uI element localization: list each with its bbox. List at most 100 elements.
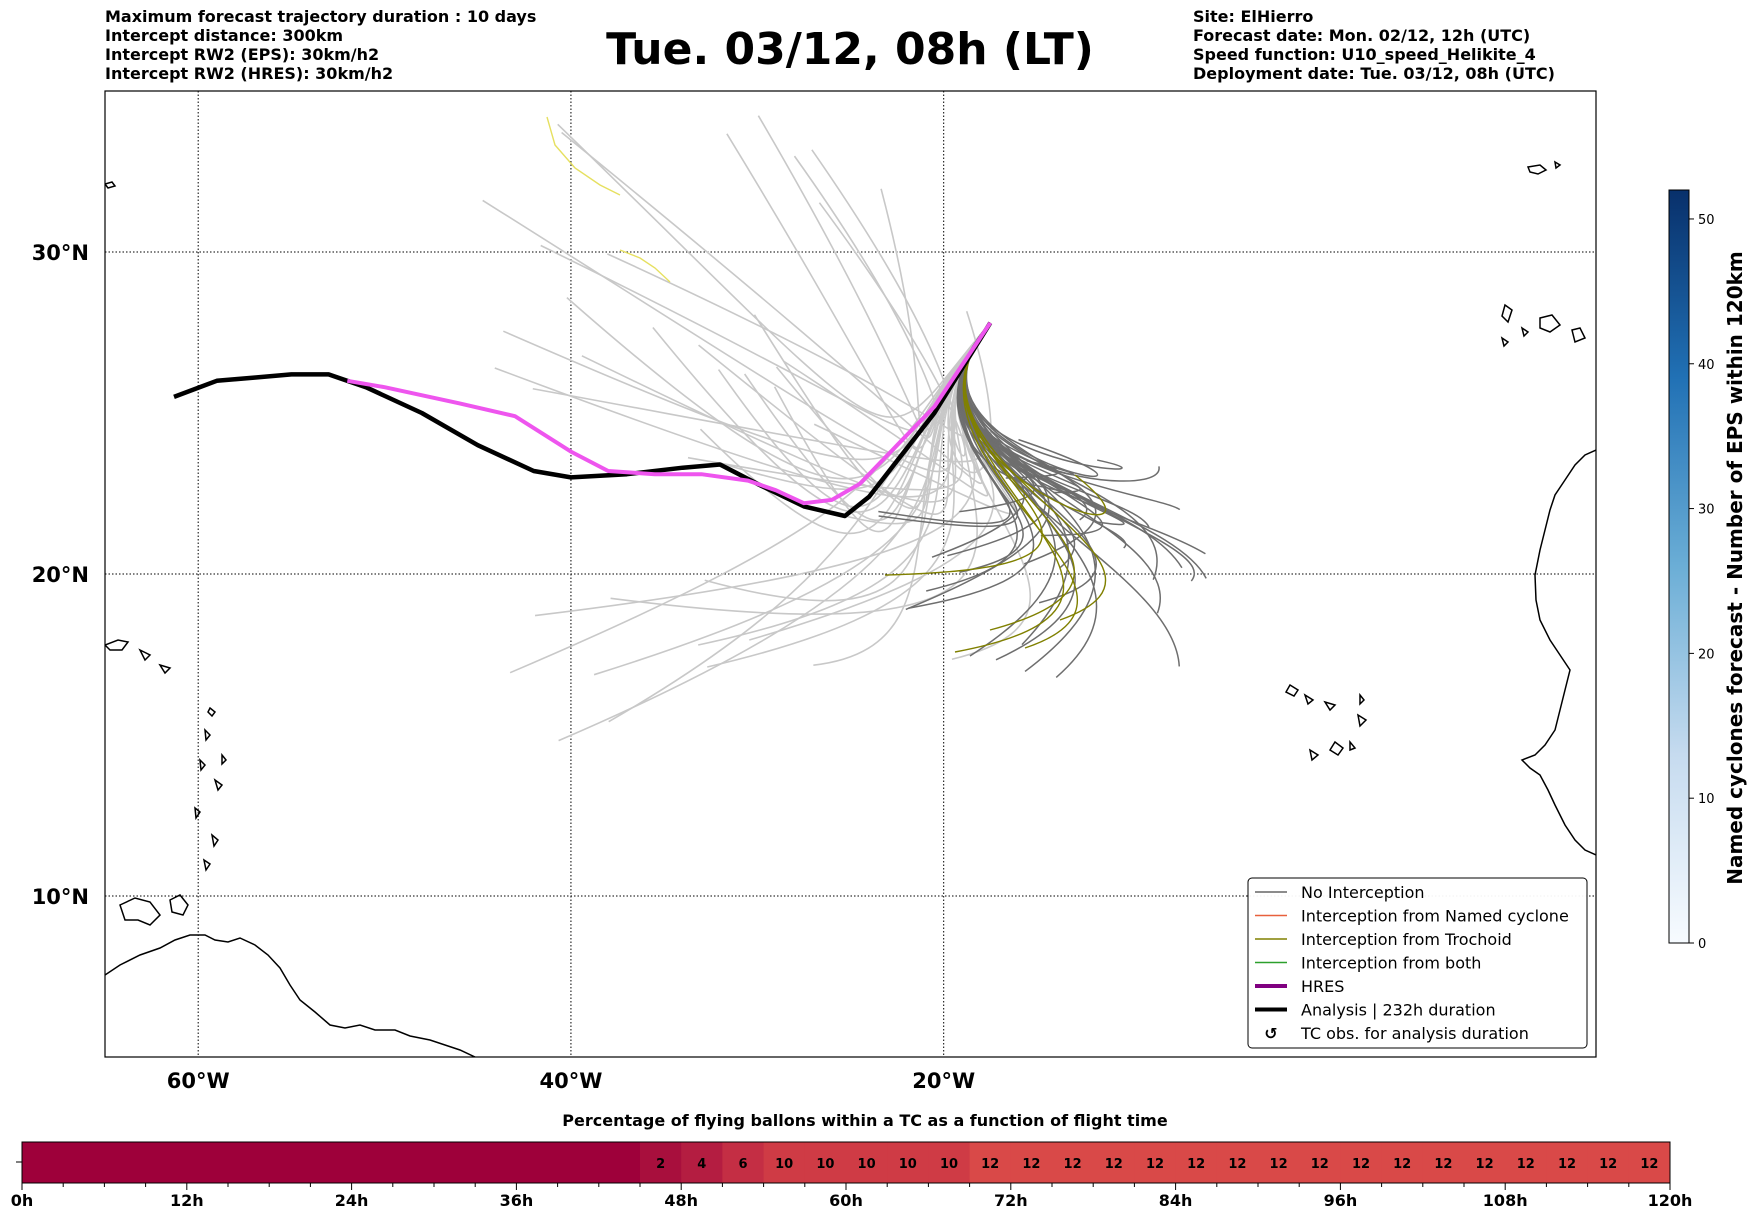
legend-label: Interception from Trochoid — [1301, 930, 1512, 949]
percent-cell — [1546, 1142, 1589, 1183]
percent-cell — [1175, 1142, 1218, 1183]
eps-trajectory-dark — [947, 322, 1046, 557]
percent-bar-ticks: 0h 12h 24h 36h 48h 60h 72h 84h 96h 108h 120h — [11, 1183, 1692, 1210]
percent-cell — [640, 1142, 682, 1183]
analysis-trajectory — [173, 321, 993, 519]
colorbar-label: Named cyclones forecast - Number of EPS … — [1723, 251, 1747, 885]
percent-bar: Percentage of flying ballons within a TC… — [11, 1111, 1693, 1210]
percent-cell — [228, 1142, 270, 1183]
percent-bar-tick-label: 108h — [1483, 1191, 1528, 1210]
page-title: Tue. 03/12, 08h (LT) — [606, 24, 1094, 75]
percent-cell-label: 12 — [1311, 1157, 1329, 1172]
percent-cell — [1216, 1142, 1259, 1183]
header-left-line-2: Intercept distance: 300km — [105, 26, 343, 45]
percent-cell-label: 12 — [1352, 1157, 1370, 1172]
percent-bar-tick-label: 72h — [994, 1191, 1028, 1210]
coastline-caribbean-2 — [119, 897, 161, 926]
percent-cell-label: 12 — [981, 1157, 999, 1172]
lon-tick-label: 40°W — [539, 1069, 602, 1093]
percent-cell-label: 12 — [1393, 1157, 1411, 1172]
percent-bar-tick-label: 60h — [829, 1191, 863, 1210]
map-panel: 60°W 40°W 20°W 30°N 20°N 10°N — [32, 90, 1597, 1093]
legend: No Interception Interception from Named c… — [1247, 877, 1588, 1049]
percent-cell-label: 12 — [1270, 1157, 1288, 1172]
colorbar-ticks: 0 10 20 30 40 50 — [1689, 213, 1715, 952]
legend-label: Interception from both — [1301, 954, 1481, 973]
legend-label: Analysis | 232h duration — [1301, 1001, 1496, 1020]
percent-cell-label: 10 — [899, 1157, 917, 1172]
percent-cell — [763, 1142, 806, 1183]
percent-bar-tick-label: 0h — [11, 1191, 34, 1210]
coastline-islands-lesser-antilles — [194, 706, 228, 872]
percent-cell-label: 10 — [816, 1157, 834, 1172]
percent-cell-label: 2 — [656, 1157, 665, 1172]
legend-label: TC obs. for analysis duration — [1300, 1024, 1529, 1043]
percent-cell — [681, 1142, 723, 1183]
eps-trajectory-dark — [878, 322, 1011, 525]
percent-cell — [104, 1142, 147, 1183]
percent-cell — [1587, 1142, 1630, 1183]
percent-cell — [434, 1142, 476, 1183]
percent-cell-label: 12 — [1022, 1157, 1040, 1172]
percent-cell — [598, 1142, 641, 1183]
percent-cell-label: 12 — [1434, 1157, 1452, 1172]
legend-box — [1247, 877, 1588, 1049]
lon-tick-label: 20°W — [912, 1069, 975, 1093]
header-left-line-3: Intercept RW2 (EPS): 30km/h2 — [105, 45, 379, 64]
percent-bar-tick-label: 12h — [170, 1191, 204, 1210]
eps-trajectory-light — [566, 297, 991, 480]
percent-cell-label: 4 — [697, 1157, 706, 1172]
eps-trajectory-light — [698, 322, 991, 515]
percent-cell-label: 12 — [1105, 1157, 1123, 1172]
percent-cell — [310, 1142, 353, 1183]
percent-cell — [145, 1142, 188, 1183]
main-series — [173, 321, 993, 519]
percent-cell-label: 12 — [1558, 1157, 1576, 1172]
percent-cell — [22, 1142, 64, 1183]
colorbar-tick-label: 0 — [1698, 937, 1706, 952]
legend-label: HRES — [1301, 977, 1344, 996]
percent-cell-label: 12 — [1146, 1157, 1164, 1172]
header-left-line-4: Intercept RW2 (HRES): 30km/h2 — [105, 64, 393, 83]
percent-cell — [392, 1142, 435, 1183]
percent-cell — [1381, 1142, 1424, 1183]
percent-cell — [1299, 1142, 1341, 1183]
coastline-cape-verde — [1284, 683, 1368, 762]
percent-cell — [1010, 1142, 1053, 1183]
header-right-line-2: Forecast date: Mon. 02/12, 12h (UTC) — [1193, 26, 1530, 45]
percent-cell — [351, 1142, 394, 1183]
percent-cell — [1464, 1142, 1506, 1183]
map-frame — [104, 90, 1597, 1058]
tc-obs-symbol-icon: ↺ — [1264, 1024, 1277, 1043]
percent-cell-label: 10 — [940, 1157, 958, 1172]
percent-cell — [1134, 1142, 1177, 1183]
percent-bar-cells: 2 4 6 10 10 10 10 10 12 12 12 12 12 12 12 12 12 12 12 12 12 1… — [22, 1142, 1671, 1183]
percent-cell — [1422, 1142, 1465, 1183]
percent-bar-tick-label: 48h — [664, 1191, 698, 1210]
percent-cell — [846, 1142, 888, 1183]
hres-trajectory — [346, 321, 992, 506]
percent-cell — [1258, 1142, 1300, 1183]
percent-cell — [1340, 1142, 1383, 1183]
legend-label: Interception from Named cyclone — [1301, 907, 1569, 926]
percent-cell-label: 12 — [1640, 1157, 1658, 1172]
eps-trajectory-light — [557, 123, 991, 418]
coastline-south-america — [105, 934, 476, 1057]
percent-cell — [1628, 1142, 1671, 1183]
percent-cell — [269, 1142, 311, 1183]
colorbar-tick-label: 50 — [1698, 213, 1715, 228]
legend-items: No Interception Interception from Named c… — [1255, 883, 1569, 1043]
percent-cell-label: 10 — [775, 1157, 793, 1172]
header-right-line-1: Site: ElHierro — [1193, 7, 1313, 26]
percent-cell — [186, 1142, 229, 1183]
header-left: Maximum forecast trajectory duration : 1… — [105, 7, 536, 83]
lat-tick-label: 10°N — [32, 885, 89, 909]
percent-cell — [722, 1142, 765, 1183]
colorbar-tick-label: 20 — [1698, 647, 1715, 662]
percent-cell-label: 6 — [738, 1157, 747, 1172]
percent-cell — [63, 1142, 105, 1183]
header-right-line-3: Speed function: U10_speed_Helikite_4 — [1193, 45, 1536, 64]
eps-trajectory-trochoid — [884, 322, 1043, 576]
header-right: Site: ElHierro Forecast date: Mon. 02/12… — [1193, 7, 1555, 83]
